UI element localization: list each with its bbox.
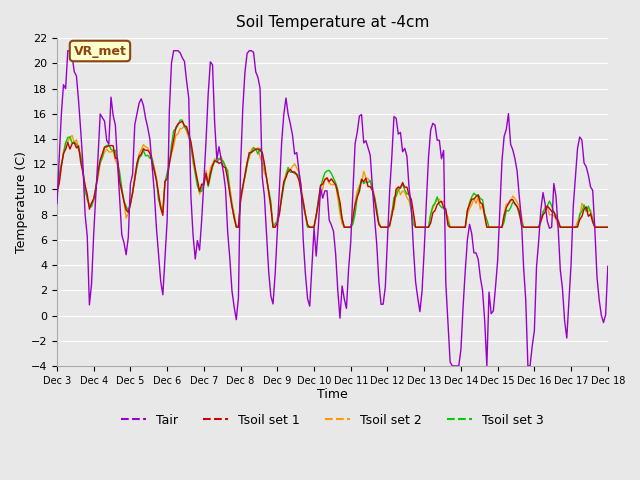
Text: VR_met: VR_met: [74, 45, 126, 58]
Title: Soil Temperature at -4cm: Soil Temperature at -4cm: [236, 15, 429, 30]
Legend: Tair, Tsoil set 1, Tsoil set 2, Tsoil set 3: Tair, Tsoil set 1, Tsoil set 2, Tsoil se…: [116, 409, 548, 432]
X-axis label: Time: Time: [317, 388, 348, 401]
Y-axis label: Temperature (C): Temperature (C): [15, 151, 28, 253]
